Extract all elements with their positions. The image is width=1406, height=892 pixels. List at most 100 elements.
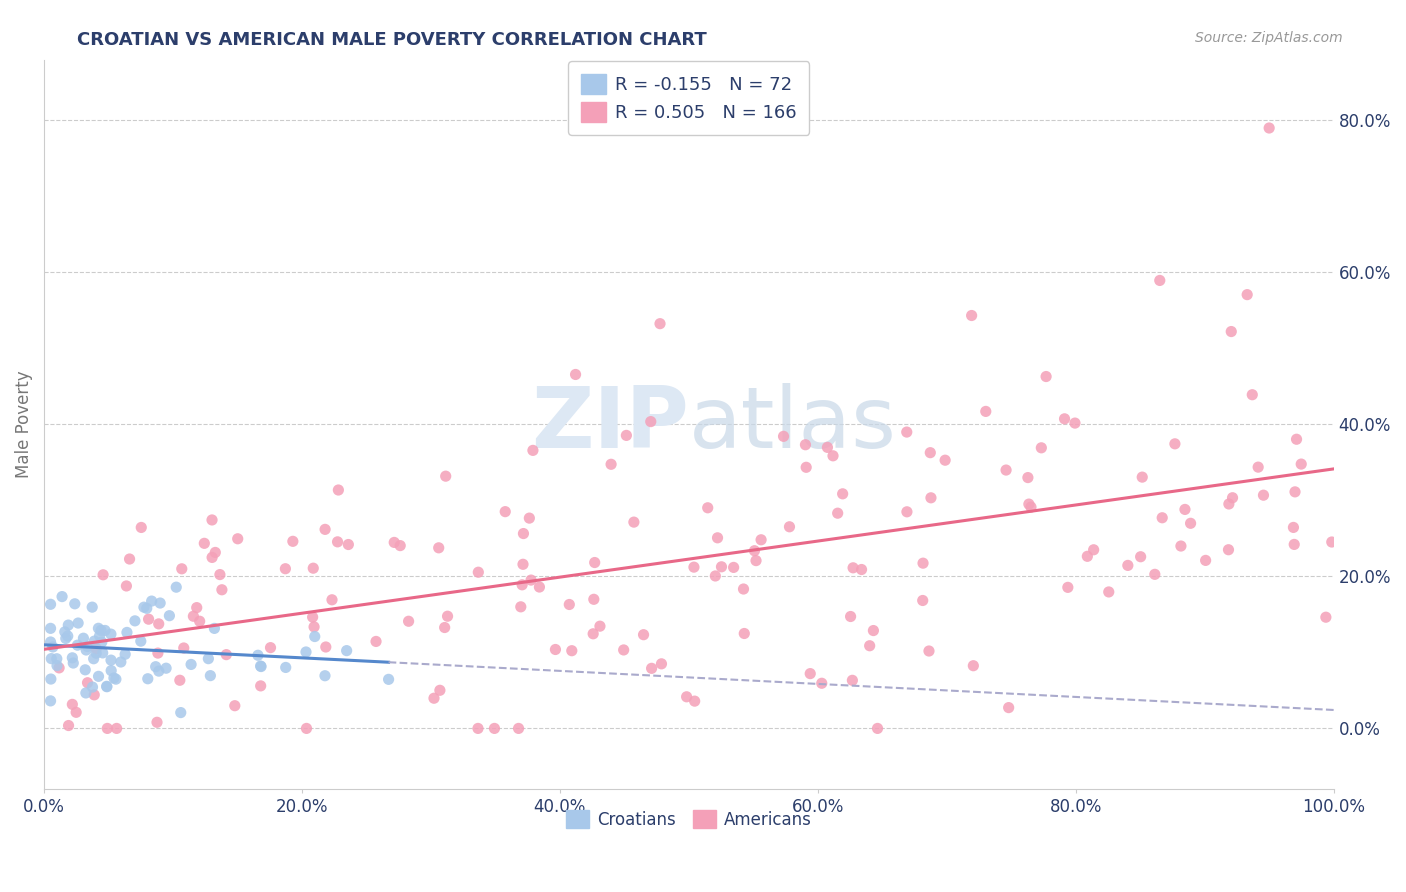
Point (91, 567, 114, 582)
Point (39, 597, 62, 611)
Point (1236, 287, 1258, 301)
Point (141, 594, 163, 608)
Point (66, 638, 89, 652)
Point (82, 680, 104, 694)
Point (918, 644, 941, 658)
Point (733, 582, 755, 596)
Y-axis label: Male Poverty: Male Poverty (15, 370, 32, 478)
Point (831, 487, 853, 501)
Point (274, 660, 297, 674)
Point (132, 600, 155, 615)
Point (582, 592, 605, 607)
Point (135, 601, 157, 615)
Point (337, 537, 360, 551)
Point (494, 505, 516, 519)
Point (96, 722, 118, 736)
Point (1053, 412, 1076, 426)
Point (39, 694, 62, 708)
Point (772, 429, 794, 443)
Point (301, 610, 323, 624)
Point (204, 545, 226, 559)
Point (89, 629, 111, 643)
Point (582, 627, 605, 641)
Point (115, 625, 138, 640)
Point (1017, 470, 1039, 484)
Point (583, 556, 606, 570)
Point (650, 657, 672, 671)
Point (138, 612, 160, 626)
Point (129, 634, 152, 648)
Point (211, 582, 233, 597)
Point (613, 643, 636, 657)
Point (745, 553, 768, 567)
Point (124, 614, 146, 628)
Point (148, 664, 170, 678)
Point (794, 460, 817, 475)
Point (558, 598, 581, 612)
Point (45, 652, 67, 666)
Point (1218, 497, 1240, 511)
Point (145, 659, 167, 673)
Point (183, 609, 205, 624)
Point (249, 679, 271, 693)
Point (224, 698, 246, 713)
Point (321, 592, 343, 607)
Point (201, 513, 224, 527)
Point (115, 579, 138, 593)
Point (821, 449, 844, 463)
Point (1320, 535, 1343, 549)
Point (1130, 470, 1153, 484)
Point (974, 404, 997, 418)
Point (633, 628, 655, 642)
Point (683, 560, 706, 574)
Point (39, 621, 62, 635)
Point (55, 632, 77, 646)
Point (920, 445, 942, 459)
Point (96, 679, 118, 693)
Point (1282, 520, 1305, 534)
Point (53, 624, 76, 639)
Point (197, 651, 219, 665)
Point (149, 596, 172, 610)
Point (295, 722, 318, 736)
Point (1152, 510, 1174, 524)
Point (920, 491, 942, 505)
Point (82, 600, 104, 615)
Point (779, 520, 801, 534)
Point (193, 536, 215, 550)
Point (427, 541, 450, 555)
Point (512, 526, 534, 541)
Point (1194, 553, 1216, 567)
Text: ZIP: ZIP (531, 383, 689, 466)
Point (544, 642, 567, 657)
Point (314, 522, 336, 536)
Point (274, 562, 297, 576)
Point (84, 646, 107, 660)
Point (302, 561, 325, 575)
Point (90, 624, 112, 638)
Point (48, 661, 70, 675)
Point (1129, 549, 1152, 564)
Point (696, 500, 718, 515)
Point (39, 651, 62, 665)
Point (250, 659, 273, 673)
Point (398, 614, 420, 628)
Point (389, 539, 412, 553)
Point (169, 673, 191, 688)
Point (509, 599, 531, 614)
Point (65, 706, 87, 720)
Point (1170, 539, 1192, 553)
Point (364, 634, 387, 648)
Point (58, 718, 80, 732)
Point (84, 641, 107, 656)
Point (520, 573, 543, 587)
Point (799, 666, 821, 681)
Point (997, 700, 1019, 714)
Point (186, 600, 208, 615)
Point (1289, 457, 1312, 471)
Point (1149, 273, 1171, 287)
Point (648, 317, 671, 331)
Point (675, 690, 697, 704)
Point (1076, 549, 1098, 564)
Point (1116, 558, 1139, 573)
